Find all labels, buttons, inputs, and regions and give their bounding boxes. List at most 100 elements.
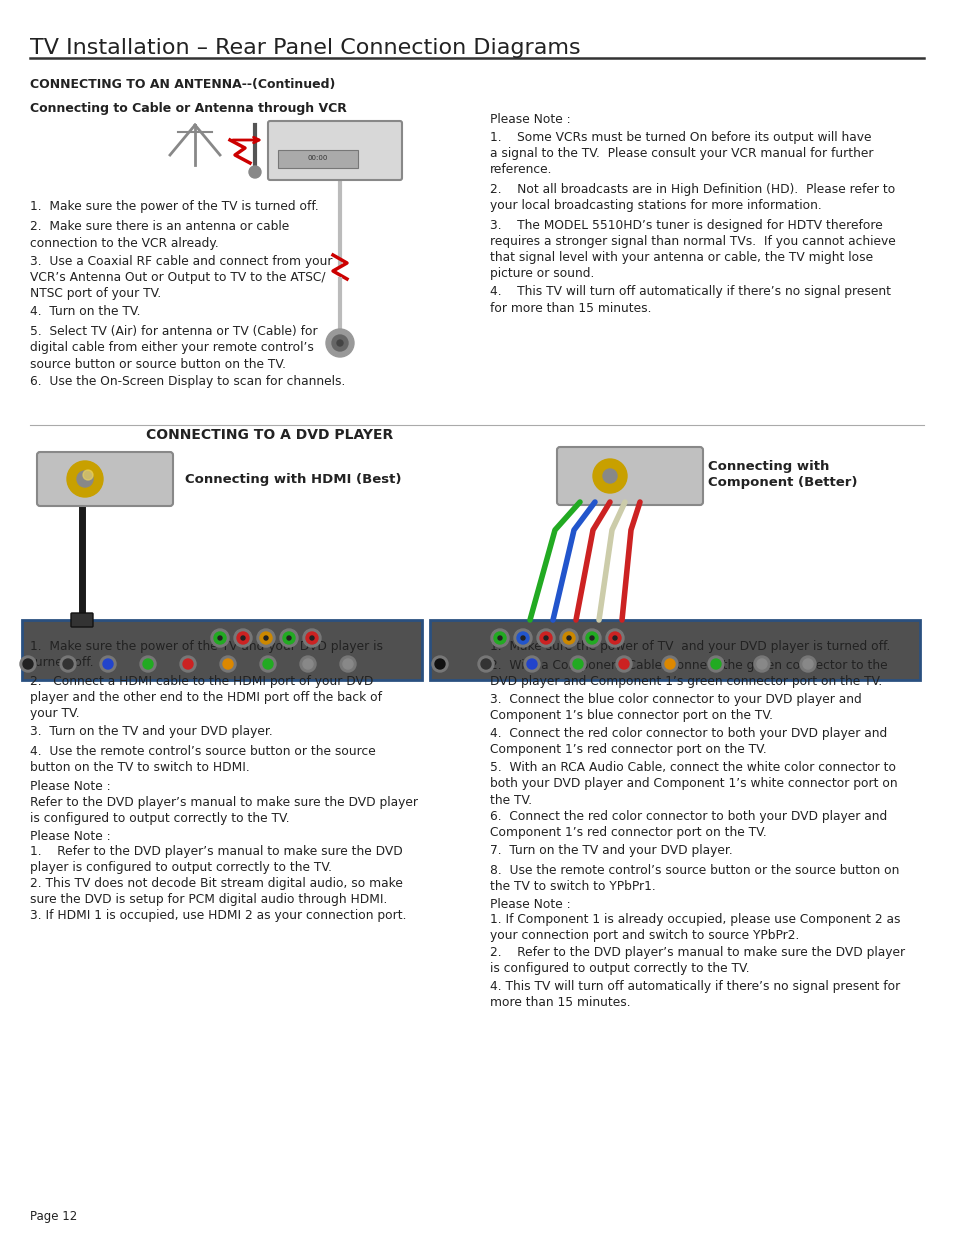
Circle shape [526,659,537,669]
Text: 2.    Not all broadcasts are in High Definition (HD).  Please refer to
your loca: 2. Not all broadcasts are in High Defini… [490,183,894,211]
Circle shape [707,656,723,672]
Circle shape [336,340,343,346]
Circle shape [263,659,273,669]
Text: 3.  Turn on the TV and your DVD player.: 3. Turn on the TV and your DVD player. [30,725,273,737]
Circle shape [664,659,675,669]
Text: 5.  Select TV (Air) for antenna or TV (Cable) for
digital cable from either your: 5. Select TV (Air) for antenna or TV (Ca… [30,326,317,370]
Text: 4.  Use the remote control’s source button or the source
button on the TV to swi: 4. Use the remote control’s source butto… [30,745,375,774]
Circle shape [299,656,315,672]
Circle shape [477,656,494,672]
Circle shape [103,659,112,669]
Text: 5.  With an RCA Audio Cable, connect the white color connector to
both your DVD : 5. With an RCA Audio Cable, connect the … [490,762,897,806]
Circle shape [589,636,594,640]
Circle shape [63,659,73,669]
Circle shape [213,632,226,643]
Circle shape [494,632,505,643]
Circle shape [332,335,348,351]
Circle shape [140,656,156,672]
Circle shape [613,636,617,640]
Circle shape [605,629,623,647]
Text: 3.    The MODEL 5510HD’s tuner is designed for HDTV therefore
requires a stronge: 3. The MODEL 5510HD’s tuner is designed … [490,220,895,280]
Circle shape [310,636,314,640]
Circle shape [287,636,291,640]
Circle shape [218,636,222,640]
Text: 1.  Make sure the power of TV  and your DVD player is turned off.: 1. Make sure the power of TV and your DV… [490,640,889,653]
Circle shape [264,636,268,640]
Circle shape [562,632,575,643]
Circle shape [343,659,353,669]
Circle shape [608,632,620,643]
Text: 2.    Refer to the DVD player’s manual to make sure the DVD player
is configured: 2. Refer to the DVD player’s manual to m… [490,946,904,974]
Text: Please Note :
1. If Component 1 is already occupied, please use Component 2 as
y: Please Note : 1. If Component 1 is alrea… [490,898,900,942]
Text: 1.    Some VCRs must be turned On before its output will have
a signal to the TV: 1. Some VCRs must be turned On before it… [490,131,873,177]
Circle shape [491,629,509,647]
FancyBboxPatch shape [37,452,172,506]
Circle shape [241,636,245,640]
Circle shape [83,471,92,480]
Text: 8.  Use the remote control’s source button or the source button on
the TV to swi: 8. Use the remote control’s source butto… [490,863,899,893]
Circle shape [77,471,92,487]
Circle shape [618,659,628,669]
FancyBboxPatch shape [71,613,92,627]
Circle shape [566,636,571,640]
Circle shape [60,656,76,672]
Circle shape [802,659,812,669]
Circle shape [249,165,261,178]
Circle shape [523,656,539,672]
Circle shape [661,656,678,672]
Text: Please Note :
1.    Refer to the DVD player’s manual to make sure the DVD
player: Please Note : 1. Refer to the DVD player… [30,830,406,923]
Circle shape [616,656,631,672]
Circle shape [435,659,444,669]
Circle shape [514,629,532,647]
Text: 4.  Connect the red color connector to both your DVD player and
Component 1’s re: 4. Connect the red color connector to bo… [490,727,886,757]
Text: 6.  Use the On-Screen Display to scan for channels.: 6. Use the On-Screen Display to scan for… [30,375,345,388]
Circle shape [585,632,598,643]
Text: 1.  Make sure the power of the TV is turned off.: 1. Make sure the power of the TV is turn… [30,200,318,212]
Circle shape [223,659,233,669]
Text: Connecting with HDMI (Best): Connecting with HDMI (Best) [185,473,401,487]
Circle shape [539,632,552,643]
Circle shape [753,656,769,672]
Circle shape [100,656,116,672]
Text: 2.   Connect a HDMI cable to the HDMI port of your DVD
player and the other end : 2. Connect a HDMI cable to the HDMI port… [30,676,381,720]
Circle shape [280,629,297,647]
Text: 4.    This TV will turn off automatically if there’s no signal present
for more : 4. This TV will turn off automatically i… [490,285,890,315]
Text: 1.  Make sure the power of the TV and your DVD player is
turned off.: 1. Make sure the power of the TV and you… [30,640,382,669]
Circle shape [593,459,626,493]
Text: Please Note :
Refer to the DVD player’s manual to make sure the DVD player
is co: Please Note : Refer to the DVD player’s … [30,781,417,825]
Text: 7.  Turn on the TV and your DVD player.: 7. Turn on the TV and your DVD player. [490,844,732,857]
Circle shape [582,629,600,647]
FancyBboxPatch shape [557,447,702,505]
Circle shape [559,629,578,647]
Text: CONNECTING TO AN ANTENNA--(Continued): CONNECTING TO AN ANTENNA--(Continued) [30,78,335,91]
Circle shape [432,656,448,672]
Circle shape [233,629,252,647]
Circle shape [569,656,585,672]
Text: 00:00: 00:00 [308,156,328,161]
Circle shape [260,632,272,643]
Text: 3.  Connect the blue color connector to your DVD player and
Component 1’s blue c: 3. Connect the blue color connector to y… [490,694,861,722]
Text: Connecting with
Component (Better): Connecting with Component (Better) [707,459,857,489]
Circle shape [67,461,103,496]
Circle shape [183,659,193,669]
Circle shape [480,659,491,669]
Circle shape [20,656,36,672]
Circle shape [573,659,582,669]
Circle shape [517,632,529,643]
FancyBboxPatch shape [268,121,401,180]
Circle shape [211,629,229,647]
Circle shape [800,656,815,672]
Text: TV Installation – Rear Panel Connection Diagrams: TV Installation – Rear Panel Connection … [30,38,580,58]
Circle shape [602,469,617,483]
FancyBboxPatch shape [22,620,421,680]
Circle shape [326,329,354,357]
Text: 3.  Use a Coaxial RF cable and connect from your
VCR’s Antenna Out or Output to : 3. Use a Coaxial RF cable and connect fr… [30,256,333,300]
Circle shape [306,632,317,643]
Text: Connecting to Cable or Antenna through VCR: Connecting to Cable or Antenna through V… [30,103,347,115]
Bar [277,149,357,168]
Circle shape [543,636,547,640]
Circle shape [757,659,766,669]
Circle shape [303,659,313,669]
Circle shape [143,659,152,669]
Circle shape [180,656,195,672]
